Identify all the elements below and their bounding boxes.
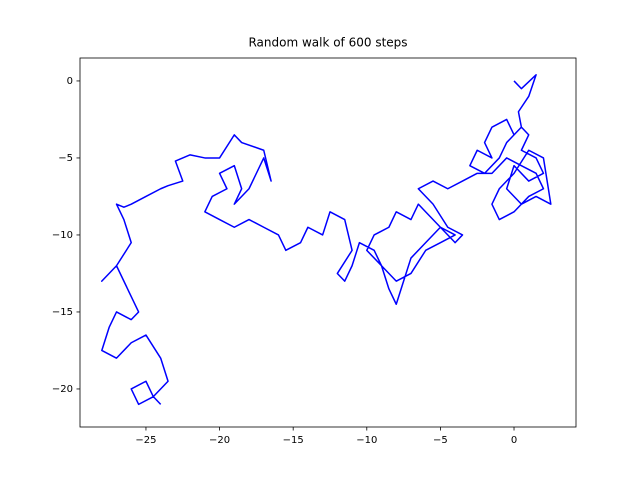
x-tick-label: −10	[356, 435, 377, 446]
y-tick-label: −5	[58, 153, 73, 164]
x-tick-label: −20	[209, 435, 230, 446]
x-tick-label: −15	[283, 435, 304, 446]
line	[101, 74, 552, 406]
y-tick-label: −20	[52, 384, 73, 395]
x-tick-label: 0	[511, 435, 517, 446]
y-tick-label: 0	[67, 76, 73, 87]
chart-title: Random walk of 600 steps	[248, 36, 407, 50]
y-tick-label: −15	[52, 307, 73, 318]
plot-frame	[79, 57, 577, 428]
x-tick-label: −5	[433, 435, 448, 446]
y-tick-label: −10	[52, 230, 73, 241]
x-tick-label: −25	[135, 435, 156, 446]
